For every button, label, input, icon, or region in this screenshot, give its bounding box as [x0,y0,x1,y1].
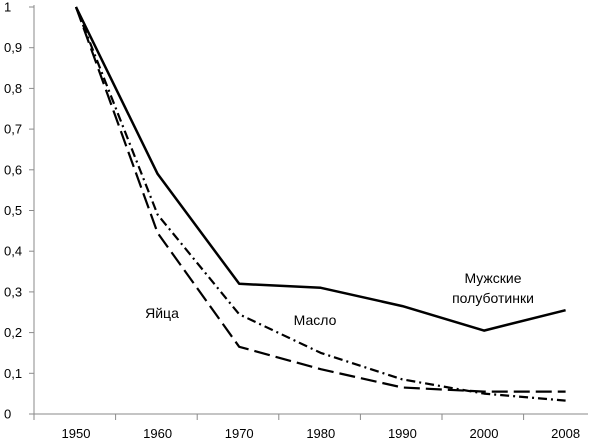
x-tick-label: 1970 [225,426,254,441]
x-tick-label: 1990 [388,426,417,441]
series-annotation-2: Масло [294,312,337,328]
x-tick-label: 2000 [470,426,499,441]
y-tick-label: 0,1 [4,366,22,381]
y-tick-label: 1 [4,0,11,15]
y-tick-label: 0,9 [4,40,22,55]
y-tick-label: 0,8 [4,81,22,96]
y-tick-label: 0,4 [4,244,22,259]
series-annotations: Мужские полуботинки Масло Яйца [145,270,534,328]
y-tick-label: 0,5 [4,203,22,218]
series-line-3 [74,6,566,393]
series-lines [74,6,566,402]
axes [29,5,588,420]
y-tick-label: 0,2 [4,325,22,340]
x-tick-label: 1980 [306,426,335,441]
series-line-2 [74,6,566,402]
series-line-1 [74,6,566,332]
x-tick-label: 1950 [62,426,91,441]
y-tick-label: 0 [4,407,11,422]
x-tick-label: 1960 [143,426,172,441]
y-tick-label: 0,3 [4,284,22,299]
series-annotation-3: Яйца [145,305,179,321]
series-annotation-1: Мужские полуботинки [452,270,534,306]
y-tick-label: 0,7 [4,122,22,137]
y-tick-label: 0,6 [4,162,22,177]
tick-labels: 0 0,1 0,2 0,3 0,4 0,5 0,6 0,7 0,8 0,9 1 1950 1960 197… [4,0,580,441]
x-tick-label: 2008 [551,426,580,441]
